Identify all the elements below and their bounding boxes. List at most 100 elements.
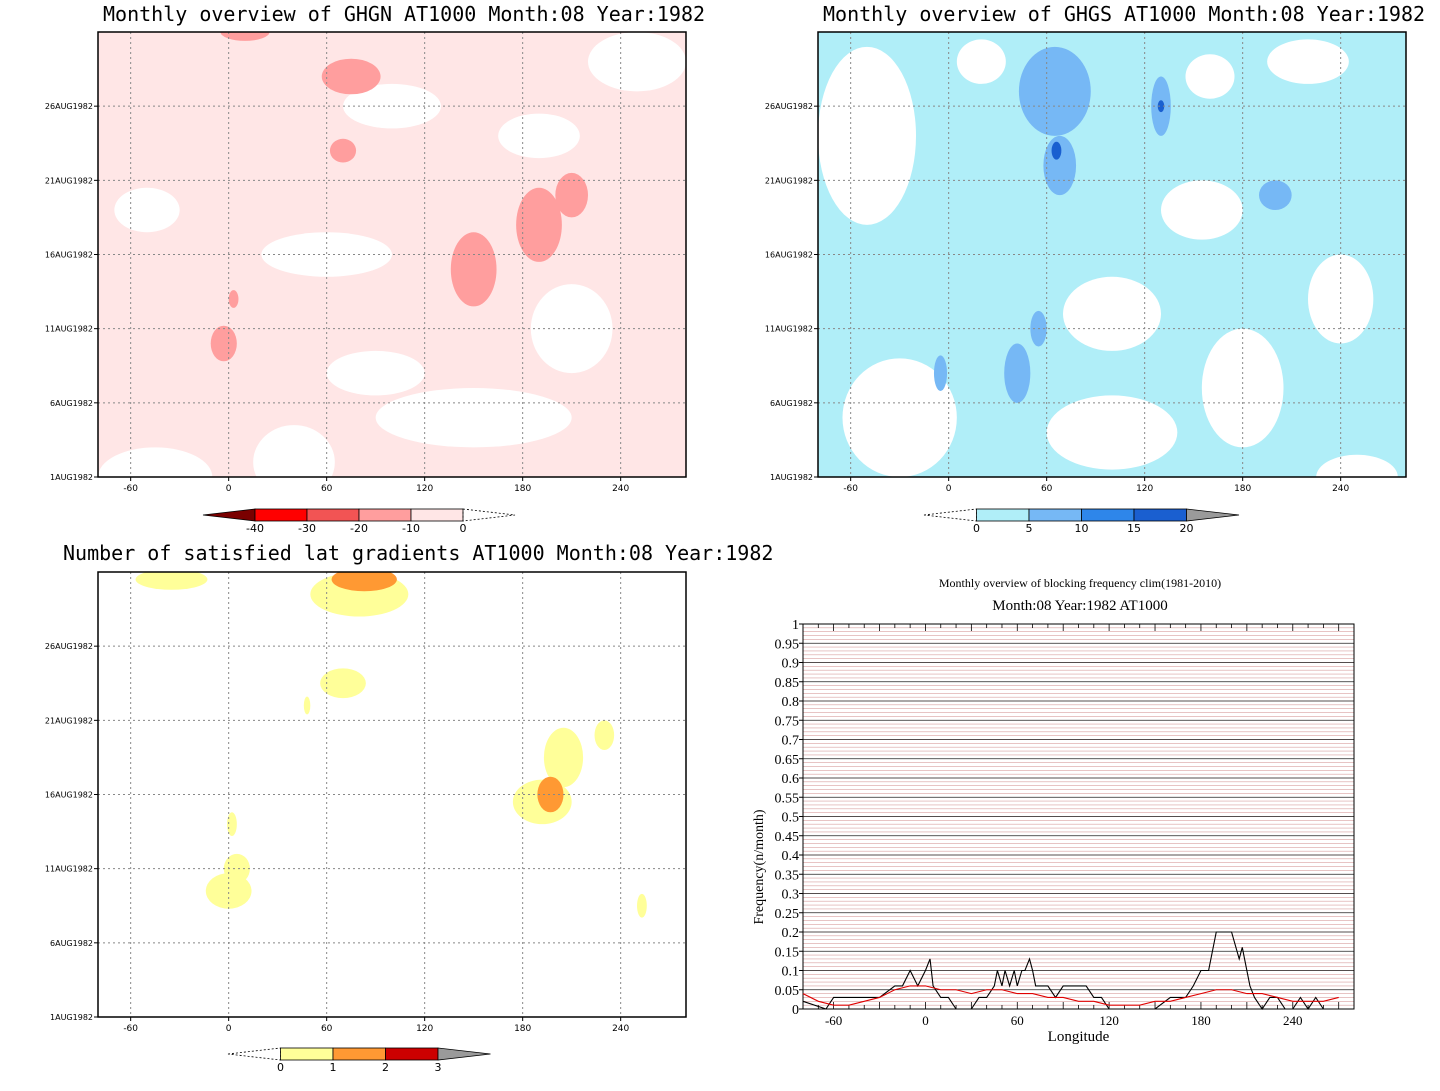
y-tick-label: 1AUG1982 [50, 1013, 93, 1022]
x-tick-label: 180 [514, 484, 531, 494]
y-tick-label: 1 [792, 618, 799, 633]
contour-region-3 [1259, 180, 1292, 211]
y-tick-label: 16AUG1982 [45, 251, 93, 260]
white-region-1 [842, 358, 957, 477]
colorbar-segment [976, 508, 1030, 522]
chart2-title: Monthly overview of GHGS AT1000 Month:08… [823, 2, 1426, 26]
x-tick-label: 60 [321, 484, 333, 494]
contour-region-8 [303, 696, 311, 715]
colorbar-label: -10 [402, 522, 420, 535]
y-tick-label: 0.15 [775, 945, 800, 960]
contour-region-5 [933, 355, 948, 391]
contour-region-2 [227, 812, 237, 837]
chart3-lat-gradients: -60 0 60 120 180 2401AUG19826AUG198211AUG1982… [45, 571, 687, 1074]
contour-region-3 [210, 325, 237, 362]
y-tick-label: 0.65 [775, 753, 800, 768]
chart4-blocking-frequency: 0 0.05 0.1 0.15 0.2 0.25 0.3 0.35 0.4 0.45 0.5 0.55… [752, 618, 1355, 1045]
colorbar-extend-high [1186, 508, 1240, 522]
contour-region-7 [320, 668, 366, 699]
x-tick-label: 120 [1099, 1013, 1119, 1028]
y-tick-label: 0.1 [782, 965, 800, 980]
y-tick-label: 21AUG1982 [45, 176, 93, 185]
contour-region-1 [1043, 135, 1077, 196]
chart2-ghgs: -60 0 60 120 180 240 1AUG1982 6AUG1982 11AUG1982… [765, 31, 1407, 535]
contour-region-5 [329, 138, 357, 163]
white-region-4 [530, 284, 613, 374]
y-tick-label: 0.85 [775, 676, 800, 691]
contour-region-8 [1157, 100, 1165, 113]
x-tick-label: 0 [226, 1024, 232, 1034]
chart1-title: Monthly overview of GHGN AT1000 Month:08… [103, 2, 706, 26]
colorbar: -40 -30 -20 -10 0 [202, 508, 516, 535]
y-tick-label: 0.75 [775, 714, 800, 729]
white-region-9 [498, 113, 580, 159]
x-tick-label: 180 [1191, 1013, 1211, 1028]
plot-background [98, 572, 686, 1017]
colorbar-extend-high [462, 508, 516, 522]
chart3-title: Number of satisfied lat gradients AT1000… [63, 541, 774, 565]
y-tick-label: 0.3 [782, 888, 800, 903]
white-region-8 [343, 83, 441, 129]
colorbar-label: 0 [277, 1061, 284, 1074]
y-tick-label: 0 [792, 1003, 799, 1018]
x-tick-label: -60 [123, 1024, 138, 1034]
y-tick-label: 0.4 [782, 849, 800, 864]
y-tick-label: 0.25 [775, 907, 800, 922]
y-tick-label: 0.9 [782, 657, 800, 672]
y-tick-label: 0.45 [775, 830, 800, 845]
plot-frame [802, 623, 1355, 1010]
colorbar-segment [280, 1047, 334, 1061]
y-tick-label: 11AUG1982 [45, 325, 93, 334]
white-region-0 [818, 46, 916, 225]
y-axis-label: Frequency(n/month) [752, 809, 767, 924]
x-tick-label: 60 [1041, 484, 1053, 494]
contour-region-4 [1004, 343, 1031, 403]
colorbar: 0 1 2 3 [227, 1047, 491, 1074]
contour-region-4 [543, 727, 584, 788]
x-tick-label: 180 [1234, 484, 1251, 494]
colorbar-segment [1081, 508, 1135, 522]
contour-region-0 [450, 232, 497, 307]
white-region-6 [114, 187, 180, 233]
y-tick-label: 0.95 [775, 637, 800, 652]
colorbar-label: 15 [1127, 522, 1141, 535]
chart4-title: Monthly overview of blocking frequency c… [938, 576, 1222, 590]
colorbar-label: 0 [460, 522, 467, 535]
colorbar-label: 5 [1026, 522, 1033, 535]
colorbar-segment [332, 1047, 386, 1061]
white-region-7 [1267, 39, 1349, 84]
chart4-subtitle: Month:08 Year:1982 AT1000 [992, 598, 1168, 614]
x-tick-label: -60 [843, 484, 858, 494]
plot-area [98, 32, 686, 477]
colorbar-segment [1133, 508, 1187, 522]
chart1-ghgn: -60 0 60 120 180 240 1AUG1982 6AUG1982 11AUG1982… [45, 31, 687, 535]
x-tick-label: 0 [226, 484, 232, 494]
colorbar-label: 3 [435, 1061, 442, 1074]
y-tick-label: 1AUG1982 [770, 473, 813, 482]
y-tick-label: 1AUG1982 [50, 473, 93, 482]
x-tick-label: 120 [416, 484, 433, 494]
plot-area [98, 572, 686, 1017]
white-region-7 [588, 32, 686, 92]
contour-region-6 [321, 58, 381, 95]
colorbar-label: 20 [1180, 522, 1194, 535]
colorbar-label: 2 [382, 1061, 389, 1074]
colorbar-label: 1 [330, 1061, 337, 1074]
x-tick-label: 60 [1011, 1013, 1024, 1028]
white-region-9 [956, 39, 1006, 84]
x-tick-label: -60 [123, 484, 138, 494]
white-region-2 [375, 388, 572, 448]
contour-region-4 [228, 290, 239, 308]
x-tick-label: 240 [612, 1024, 629, 1034]
x-tick-label: 240 [612, 484, 629, 494]
y-tick-label: 0.7 [782, 734, 800, 749]
y-tick-label: 16AUG1982 [45, 791, 93, 800]
white-region-0 [98, 447, 213, 477]
colorbar-label: -20 [350, 522, 368, 535]
y-tick-label: 26AUG1982 [45, 642, 93, 651]
y-tick-label: 26AUG1982 [765, 102, 813, 111]
white-region-10 [1316, 454, 1398, 477]
y-tick-label: 0.5 [782, 811, 800, 826]
contour-region-5 [594, 720, 615, 750]
colorbar-segment [1028, 508, 1082, 522]
